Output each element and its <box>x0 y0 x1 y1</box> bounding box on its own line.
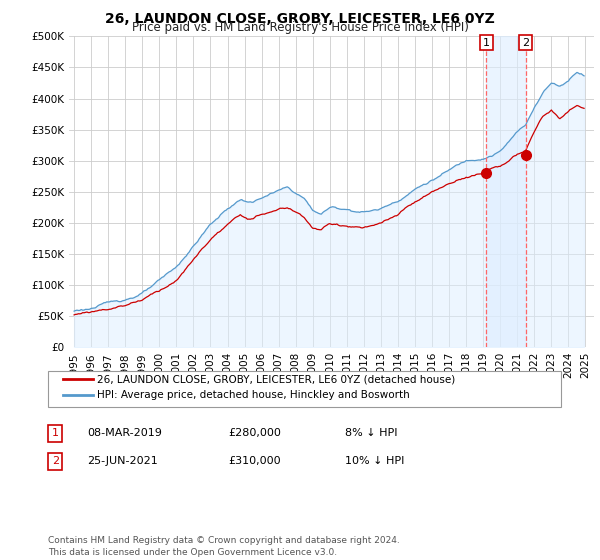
Text: 1: 1 <box>483 38 490 48</box>
Text: 2: 2 <box>52 456 59 466</box>
Text: 10% ↓ HPI: 10% ↓ HPI <box>345 456 404 466</box>
Text: HPI: Average price, detached house, Hinckley and Bosworth: HPI: Average price, detached house, Hinc… <box>97 390 410 400</box>
Text: 25-JUN-2021: 25-JUN-2021 <box>87 456 158 466</box>
Text: 1: 1 <box>52 428 59 438</box>
Text: 8% ↓ HPI: 8% ↓ HPI <box>345 428 398 438</box>
Text: £280,000: £280,000 <box>228 428 281 438</box>
Text: 26, LAUNDON CLOSE, GROBY, LEICESTER, LE6 0YZ: 26, LAUNDON CLOSE, GROBY, LEICESTER, LE6… <box>105 12 495 26</box>
Text: 2: 2 <box>522 38 529 48</box>
Text: 08-MAR-2019: 08-MAR-2019 <box>87 428 162 438</box>
Text: 26, LAUNDON CLOSE, GROBY, LEICESTER, LE6 0YZ (detached house): 26, LAUNDON CLOSE, GROBY, LEICESTER, LE6… <box>97 374 455 384</box>
Bar <box>486 36 526 347</box>
Text: Contains HM Land Registry data © Crown copyright and database right 2024.
This d: Contains HM Land Registry data © Crown c… <box>48 536 400 557</box>
Text: £310,000: £310,000 <box>228 456 281 466</box>
Text: Price paid vs. HM Land Registry's House Price Index (HPI): Price paid vs. HM Land Registry's House … <box>131 21 469 34</box>
